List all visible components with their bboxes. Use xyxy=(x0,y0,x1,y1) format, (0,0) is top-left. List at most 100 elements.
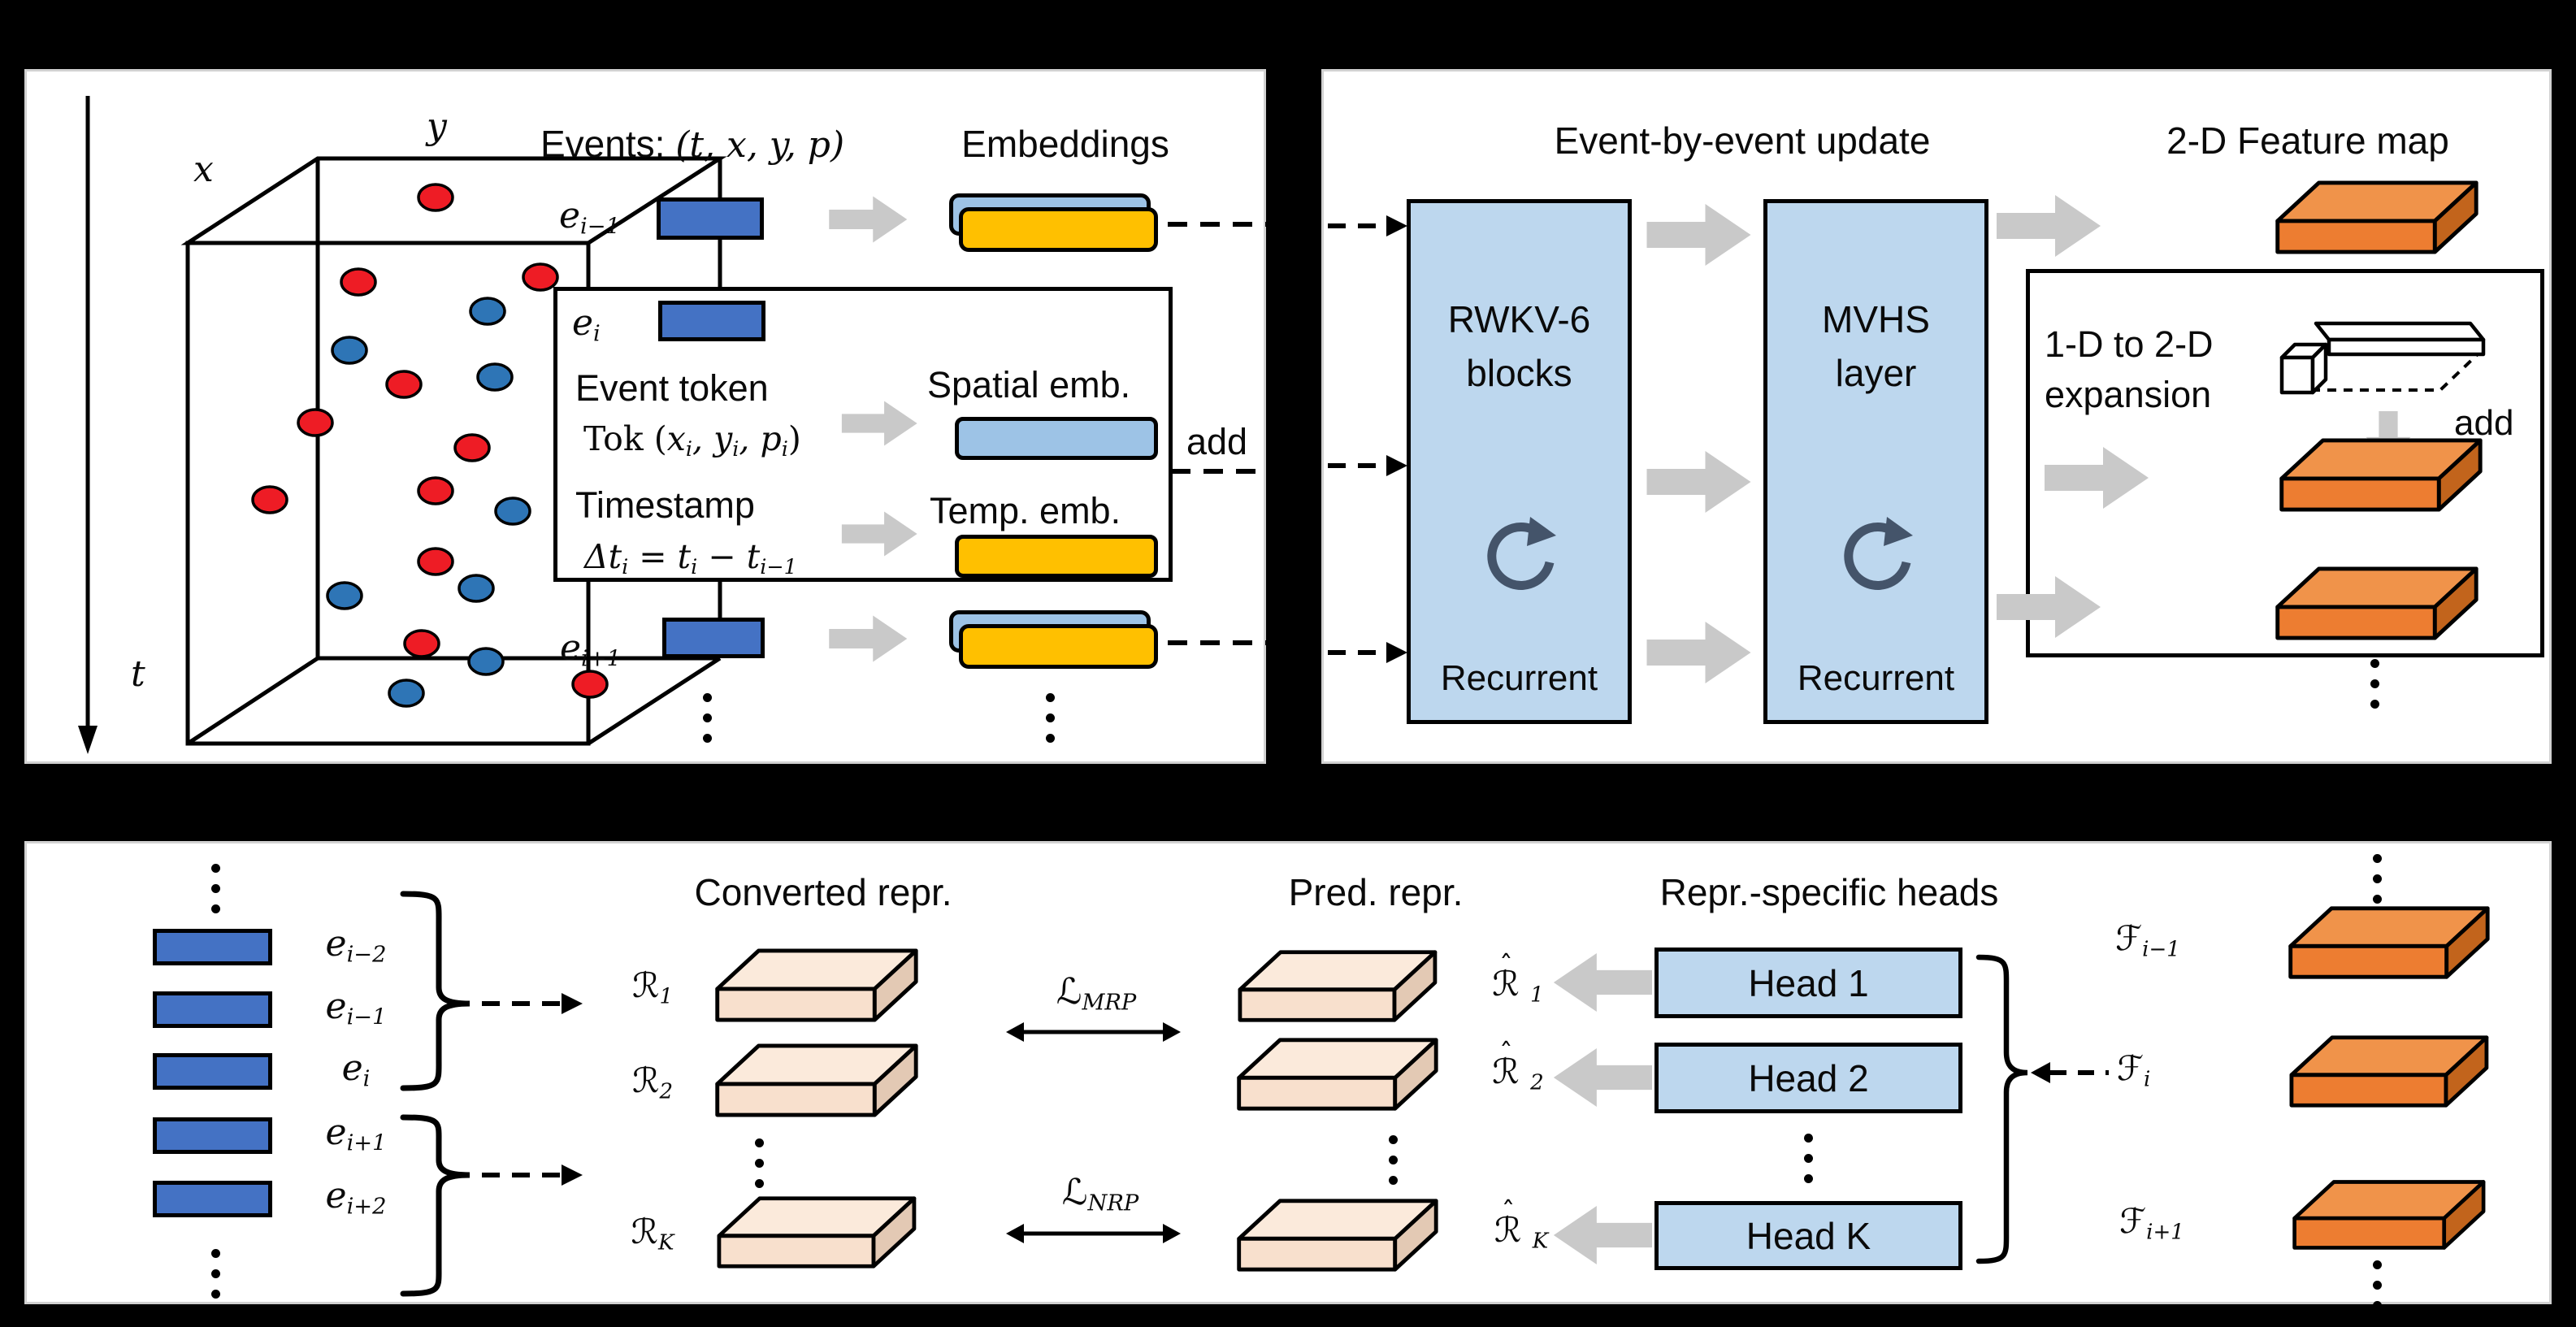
pred-repr-slab xyxy=(1227,947,1445,1025)
dashed-connector xyxy=(1171,469,1266,474)
rwkv-label-line1: RWKV-6 xyxy=(1447,298,1591,340)
flow-arrow-left-icon xyxy=(1553,1048,1652,1107)
head-1-label: Head 1 xyxy=(1748,961,1869,1004)
heads-heading: Repr.-specific heads xyxy=(1659,871,1999,913)
loss-mrp-label: ℒMRP xyxy=(1056,971,1137,1016)
event-dot-blue xyxy=(494,497,531,526)
double-arrow-icon xyxy=(1006,1022,1181,1042)
event-dot-blue xyxy=(467,647,505,676)
token-label: ei+2 xyxy=(325,1175,387,1220)
timestamp-label: Timestamp xyxy=(575,484,755,526)
event-token-label: Event token xyxy=(575,367,769,409)
feature-label-cur: ℱi xyxy=(2117,1048,2151,1092)
head-2-box: Head 2 xyxy=(1654,1043,1962,1113)
axis-label-x: x xyxy=(193,149,214,190)
flow-arrow-icon xyxy=(2045,447,2149,509)
flow-arrow-left-icon xyxy=(1553,953,1652,1012)
converted-repr-slab xyxy=(708,1040,922,1120)
flow-arrow-icon xyxy=(841,511,917,557)
dashed-arrow-left-icon xyxy=(2031,1062,2109,1083)
flow-arrow-icon xyxy=(1646,204,1751,266)
embedding-card-front xyxy=(959,207,1158,252)
event-dot-red xyxy=(297,408,334,437)
vertical-ellipsis-icon xyxy=(211,1243,220,1304)
dashed-arrow-icon xyxy=(482,1164,583,1186)
feature-label-next: ℱi+1 xyxy=(2119,1201,2184,1245)
event-dot-red xyxy=(417,547,454,576)
flow-arrow-icon xyxy=(829,615,908,662)
representation-prediction-panel: ei−2 ei−1 ei ei+1 ei+2 Converted repr. ℛ… xyxy=(24,841,2552,1310)
embeddings-heading: Embeddings xyxy=(961,123,1169,165)
flow-arrow-icon xyxy=(1646,451,1751,513)
event-dot-blue xyxy=(458,574,495,603)
rwkv-label-line2: blocks xyxy=(1466,352,1572,394)
vertical-ellipsis-icon xyxy=(2373,1255,2382,1316)
delta-t-formula: Δti = ti − ti−1 xyxy=(584,537,797,579)
feature-map-slab xyxy=(2272,435,2487,514)
event-token-rect xyxy=(662,618,765,658)
flow-arrow-icon xyxy=(829,196,908,243)
tok-formula: Tok (xi, yi, pi) xyxy=(583,419,801,462)
tokenization-box: ei Event token Tok (xi, yi, pi) Spatial … xyxy=(553,287,1173,582)
event-token-rect xyxy=(657,197,764,240)
event-dot-red xyxy=(251,485,288,514)
axis-label-y: y xyxy=(427,106,447,147)
event-dot-blue xyxy=(331,336,368,365)
vertical-ellipsis-icon xyxy=(2370,653,2379,714)
event-token-rect xyxy=(153,991,272,1028)
converted-repr-heading: Converted repr. xyxy=(694,871,952,913)
1d-feature-wireframe xyxy=(2279,321,2486,395)
feature-map-slab xyxy=(2268,563,2483,643)
events-heading: Events: (t, x, y, p) xyxy=(540,123,845,166)
temporal-embedding-rect xyxy=(955,535,1158,578)
loss-nrp-label: ℒNRP xyxy=(1061,1172,1139,1216)
event-dot-red xyxy=(522,262,559,292)
converted-repr-label: ℛ2 xyxy=(631,1060,674,1104)
pred-repr-label: ℛ ˆ K xyxy=(1494,1195,1549,1254)
token-label: ei xyxy=(341,1047,371,1092)
grouping-brace xyxy=(400,891,471,1091)
feature-map-heading: 2-D Feature map xyxy=(2166,119,2449,162)
spatial-emb-label: Spatial emb. xyxy=(927,364,1131,405)
mvhs-block: MVHS layer Recurrent xyxy=(1763,199,1988,724)
event-dot-red xyxy=(385,370,423,399)
pred-repr-label: ℛ ˆ 2 xyxy=(1492,1037,1544,1095)
converted-repr-slab xyxy=(708,1193,922,1271)
grouping-brace xyxy=(400,1114,471,1297)
converted-repr-label: ℛK xyxy=(631,1212,674,1255)
event-token-rect xyxy=(153,1053,272,1090)
converted-repr-slab xyxy=(708,945,922,1025)
event-dot-red xyxy=(340,267,377,297)
token-label: ei−2 xyxy=(325,923,387,968)
dashed-connector xyxy=(1168,222,1266,227)
event-dot-red xyxy=(453,433,491,462)
dashed-connector xyxy=(1168,640,1266,645)
token-label-prev: ei−1 xyxy=(559,195,620,240)
recurrent-label: Recurrent xyxy=(1797,658,1955,698)
event-embedding-panel: x y t xyxy=(24,69,1266,764)
event-dot-blue xyxy=(469,297,506,326)
feature-map-slab xyxy=(2280,1032,2495,1110)
token-label-next: ei+1 xyxy=(560,627,621,672)
vertical-ellipsis-icon xyxy=(1389,1130,1398,1190)
pred-repr-slab xyxy=(1227,1195,1445,1274)
event-dot-red xyxy=(417,476,454,505)
event-token-rect xyxy=(658,301,765,341)
event-dot-red xyxy=(571,670,609,699)
axis-label-t: t xyxy=(131,653,145,695)
embedding-card-front xyxy=(959,624,1158,669)
token-label-cur: ei xyxy=(572,302,601,347)
event-volume-cube xyxy=(180,156,727,746)
token-label: ei+1 xyxy=(325,1112,387,1156)
mvhs-label-line2: layer xyxy=(1835,352,1917,394)
recurrent-label: Recurrent xyxy=(1440,658,1598,698)
dashed-arrow-icon xyxy=(1328,642,1407,663)
token-label: ei−1 xyxy=(325,986,387,1030)
pred-repr-label: ℛ ˆ 1 xyxy=(1492,949,1544,1008)
event-token-rect xyxy=(153,1117,272,1154)
flow-arrow-icon xyxy=(841,401,917,446)
time-axis-arrow xyxy=(78,96,98,754)
vertical-ellipsis-icon xyxy=(1804,1128,1813,1189)
vertical-ellipsis-icon xyxy=(755,1133,764,1194)
